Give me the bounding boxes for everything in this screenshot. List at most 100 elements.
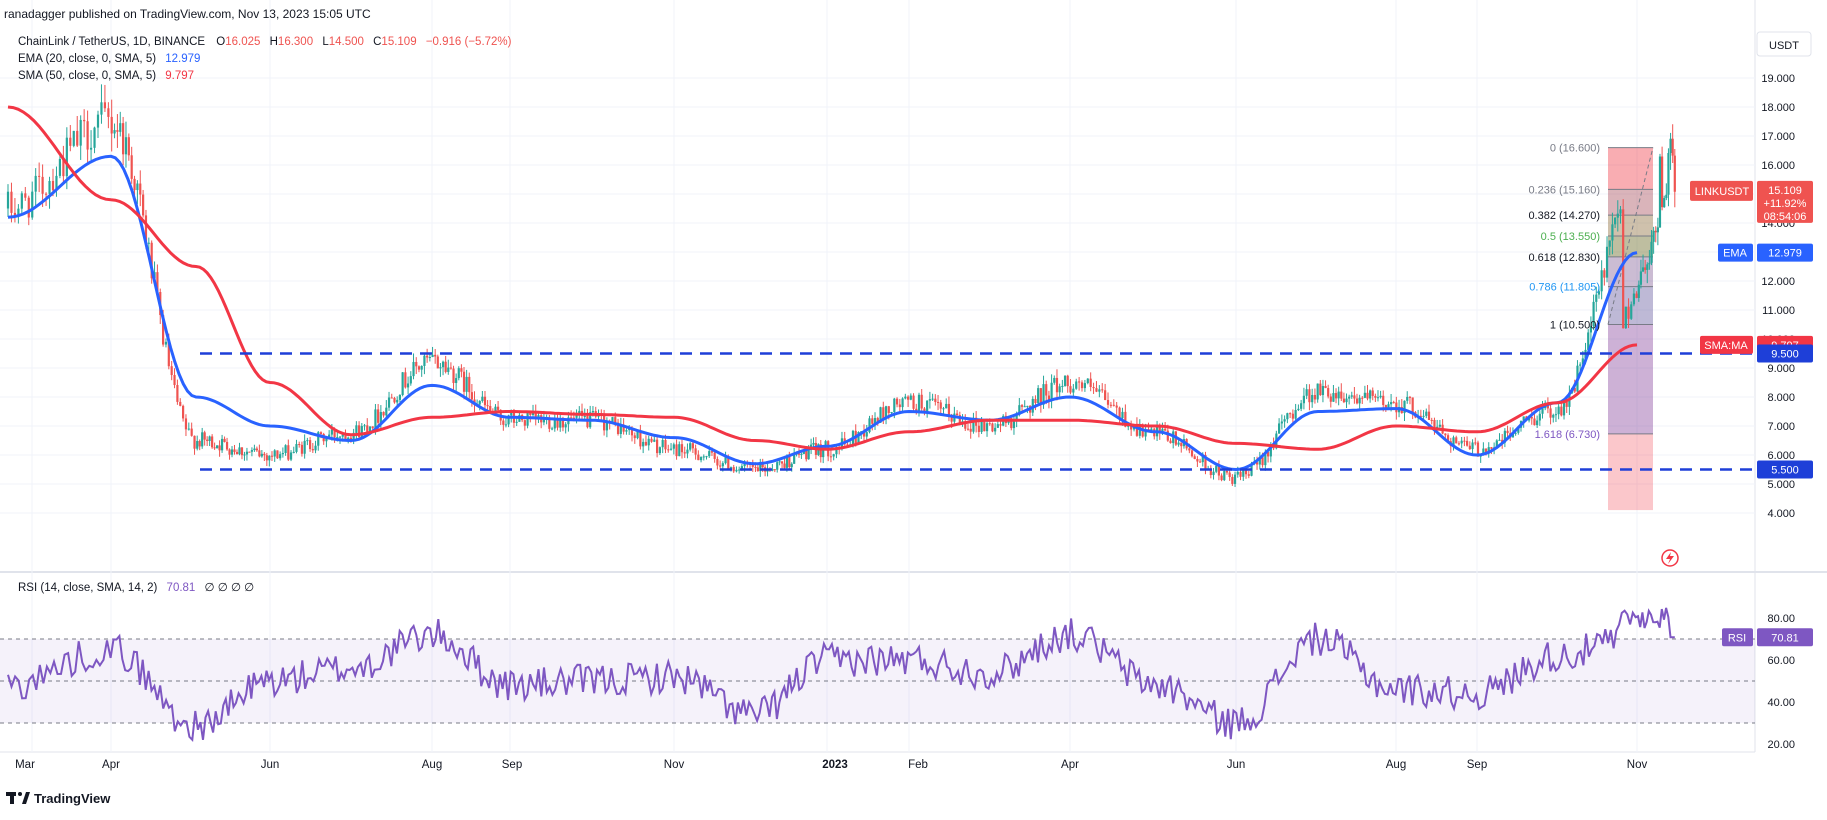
candle-body — [462, 371, 466, 392]
candle-body — [253, 448, 256, 451]
tradingview-logo-icon[interactable] — [6, 792, 30, 804]
candle-body — [1376, 397, 1380, 399]
candle-body — [1212, 471, 1215, 476]
sma-legend[interactable]: SMA (50, close, 0, SMA, 5) 9.797 — [18, 70, 194, 82]
candle-body — [591, 411, 595, 413]
candle-body — [1353, 395, 1356, 399]
candle-body — [1358, 397, 1361, 404]
candle-body — [1565, 401, 1568, 407]
rsi-badge-label: RSI — [1728, 632, 1746, 644]
candle-body — [790, 463, 793, 468]
candle-body — [556, 419, 559, 428]
candle-body — [1600, 270, 1603, 292]
candle-body — [510, 412, 513, 416]
candle-body — [34, 175, 37, 192]
candle-body — [832, 454, 835, 457]
price-tick-label: 18.000 — [1761, 102, 1795, 114]
currency-label[interactable]: USDT — [1769, 40, 1799, 52]
candle-body — [1387, 404, 1390, 409]
candle-body — [1121, 411, 1124, 419]
price-badge: LINKUSDT 15.109+11.92%08:54:06 — [1690, 180, 1813, 223]
candle-body — [708, 451, 711, 457]
candle-body — [1294, 410, 1297, 419]
candle-body — [603, 415, 606, 431]
candle-body — [876, 418, 879, 423]
rsi-axis[interactable]: 20.00 40.00 60.00 80.00 — [1767, 613, 1795, 751]
candle-body — [678, 444, 681, 457]
main-panel-bg — [0, 0, 1755, 570]
fib-zone — [1608, 147, 1653, 190]
candle-body — [702, 456, 705, 458]
symbol-legend[interactable]: ChainLink / TetherUS, 1D, BINANCE O16.02… — [18, 36, 512, 48]
candle-body — [72, 130, 75, 146]
rsi-legend[interactable]: RSI (14, close, SMA, 14, 2) 70.81 ∅ ∅ ∅ … — [18, 582, 254, 594]
candle-body — [1058, 386, 1061, 393]
candle-body — [55, 175, 58, 191]
candle-body — [496, 406, 500, 410]
time-axis[interactable]: Mar Apr Jun Aug Sep Nov 2023 Feb Apr Jun Aug Sep Nov — [15, 759, 1647, 771]
candle-body — [51, 180, 55, 191]
candle-body — [983, 421, 986, 432]
candle-body — [1086, 378, 1089, 384]
ohlc-h-label: H — [270, 36, 278, 48]
candle-body — [1053, 377, 1056, 383]
candle-body — [1522, 416, 1525, 421]
candle-body — [1072, 388, 1075, 393]
candle-body — [41, 176, 44, 194]
candle-body — [133, 178, 136, 191]
candle-body — [1247, 474, 1250, 476]
flash-icon[interactable] — [1661, 549, 1679, 567]
candle-body — [1261, 457, 1264, 466]
candle-body — [950, 416, 953, 422]
candle-body — [1667, 153, 1670, 195]
candle-body — [1164, 428, 1167, 431]
candle-body — [1635, 293, 1638, 298]
rsi-legend-value: 70.81 — [167, 582, 196, 594]
candle-body — [1644, 267, 1647, 270]
candle-body — [1614, 217, 1617, 225]
candle-body — [683, 452, 686, 454]
candle-body — [898, 404, 901, 408]
time-tick-label: Apr — [1061, 759, 1079, 771]
rsi-tick-label: 60.00 — [1767, 655, 1795, 667]
candle-body — [119, 123, 122, 132]
currency-box[interactable] — [1756, 31, 1812, 57]
candle-body — [1106, 399, 1110, 405]
price-axis[interactable]: 5.0006.0007.0008.0009.00010.00011.00012.… — [1761, 73, 1795, 520]
candle-body — [377, 409, 380, 423]
time-tick-label: Jun — [261, 759, 280, 771]
candle-body — [1042, 384, 1045, 405]
candle-body — [1549, 408, 1552, 418]
candle-body — [1581, 358, 1584, 365]
candle-body — [284, 445, 287, 454]
sma-legend-label: SMA (50, close, 0, SMA, 5) — [18, 70, 156, 82]
candle-body — [1300, 403, 1303, 409]
candle-body — [1406, 396, 1409, 401]
ema-legend[interactable]: EMA (20, close, 0, SMA, 5) 12.979 — [18, 53, 200, 65]
ohlc-o-label: O — [216, 36, 225, 48]
candle-body — [357, 425, 361, 438]
footer-brand[interactable]: TradingView — [34, 791, 111, 806]
candle-body — [1452, 437, 1455, 447]
ohlc-c: 15.109 — [381, 36, 416, 48]
candle-body — [449, 367, 453, 369]
candle-body — [1384, 405, 1387, 409]
candle-body — [273, 450, 276, 457]
candle-body — [1158, 426, 1161, 433]
rsi-badge: RSI 70.81 — [1722, 628, 1813, 647]
ema-badge-label-bg — [1718, 243, 1753, 262]
candle-body — [31, 191, 34, 218]
candle-body — [773, 469, 776, 471]
candle-body — [776, 462, 779, 470]
candle-body — [658, 447, 661, 454]
candle-body — [771, 469, 774, 471]
candle-body — [1080, 382, 1084, 389]
candle-body — [89, 147, 93, 150]
candle-body — [1627, 306, 1630, 319]
candle-body — [1242, 470, 1245, 477]
fib-label: 0.382 (14.270) — [1528, 210, 1600, 222]
time-tick-label: Apr — [102, 759, 120, 771]
candle-body — [79, 119, 82, 146]
rsi-tick-label: 20.00 — [1767, 739, 1795, 751]
